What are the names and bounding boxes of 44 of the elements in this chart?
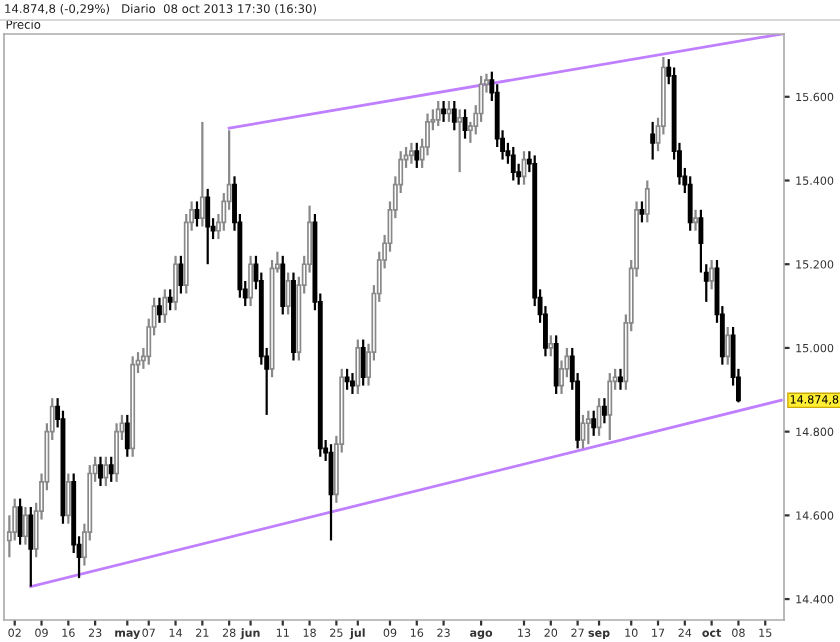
candlestick: [344, 367, 350, 391]
candlestick: [639, 200, 645, 224]
candlestick: [28, 505, 34, 588]
candlestick: [650, 120, 656, 161]
candlestick: [414, 141, 420, 170]
candlestick: [644, 179, 650, 224]
candlestick: [248, 254, 254, 308]
candlestick: [451, 99, 457, 132]
candlestick: [285, 271, 291, 316]
candlestick: [435, 99, 441, 128]
candlestick: [157, 296, 162, 324]
candlestick: [23, 505, 28, 546]
candlestick: [199, 120, 205, 228]
candlestick: [98, 455, 103, 488]
candlestick: [17, 497, 23, 546]
candlestick: [441, 99, 447, 124]
candlestick: [591, 409, 597, 437]
candlestick: [725, 325, 731, 366]
candlestick: [601, 397, 607, 425]
candlestick: [457, 108, 463, 174]
candlestick: [108, 455, 114, 483]
candlestick: [408, 141, 414, 165]
candlestick: [693, 208, 698, 232]
candlestick: [553, 334, 559, 396]
candlestick: [687, 175, 693, 232]
candlestick: [280, 254, 286, 316]
candlestick: [548, 334, 554, 358]
candlestick: [350, 371, 355, 396]
candlestick: [360, 338, 366, 387]
candlestick: [205, 187, 211, 266]
candlestick: [173, 254, 178, 312]
candlestick: [167, 288, 173, 312]
candlestick: [65, 472, 71, 525]
candlestick: [510, 145, 516, 182]
candlestick: [162, 288, 168, 324]
candlestick: [355, 338, 361, 396]
candlestick: [709, 258, 715, 291]
candlestick: [114, 422, 120, 483]
candlestick: [124, 413, 130, 458]
candlestick: [103, 455, 109, 488]
candlestick: [178, 254, 184, 295]
candlestick: [607, 371, 613, 442]
candlestick: [585, 409, 591, 446]
candlestick: [618, 367, 623, 391]
